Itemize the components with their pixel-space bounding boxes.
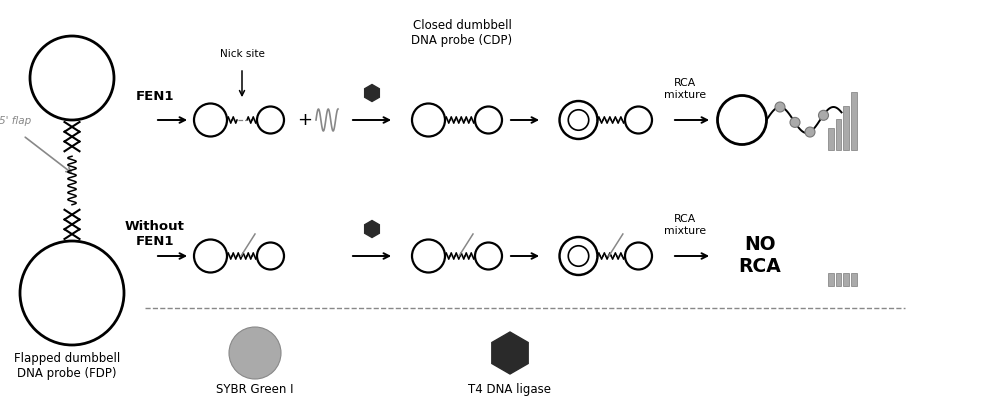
Text: Flapped dumbbell
DNA probe (FDP): Flapped dumbbell DNA probe (FDP)	[14, 352, 120, 380]
Circle shape	[257, 242, 284, 270]
Circle shape	[560, 101, 597, 139]
Circle shape	[560, 237, 597, 275]
Circle shape	[229, 327, 281, 379]
Bar	[843, 106, 849, 150]
Circle shape	[412, 104, 445, 137]
Text: Nick site: Nick site	[220, 49, 264, 59]
Text: Without
FEN1: Without FEN1	[125, 220, 185, 248]
Text: +: +	[298, 111, 313, 129]
Circle shape	[775, 102, 785, 112]
Circle shape	[194, 239, 227, 273]
Circle shape	[818, 110, 828, 120]
Text: 5' flap: 5' flap	[0, 115, 31, 126]
Text: Closed dumbbell
DNA probe (CDP): Closed dumbbell DNA probe (CDP)	[411, 19, 513, 47]
Circle shape	[475, 106, 502, 133]
Bar	[843, 273, 849, 286]
Text: NO
RCA: NO RCA	[739, 235, 781, 277]
Circle shape	[790, 118, 800, 127]
Circle shape	[718, 95, 767, 144]
Circle shape	[805, 127, 815, 137]
Bar	[828, 128, 834, 150]
Text: RCA
mixture: RCA mixture	[664, 78, 706, 100]
Circle shape	[412, 239, 445, 273]
Circle shape	[20, 241, 124, 345]
Bar	[851, 92, 857, 150]
Circle shape	[257, 106, 284, 133]
Bar	[836, 273, 841, 286]
Circle shape	[194, 104, 227, 137]
Bar	[828, 273, 834, 286]
Circle shape	[568, 246, 589, 266]
Text: RCA
mixture: RCA mixture	[664, 214, 706, 236]
Circle shape	[625, 106, 652, 133]
Circle shape	[568, 110, 589, 130]
Circle shape	[30, 36, 114, 120]
Circle shape	[475, 242, 502, 270]
Circle shape	[625, 242, 652, 270]
Bar	[851, 273, 857, 286]
Text: SYBR Green I: SYBR Green I	[216, 383, 294, 396]
Text: T4 DNA ligase: T4 DNA ligase	[468, 383, 552, 396]
Bar	[836, 119, 841, 150]
Text: FEN1: FEN1	[136, 90, 174, 103]
